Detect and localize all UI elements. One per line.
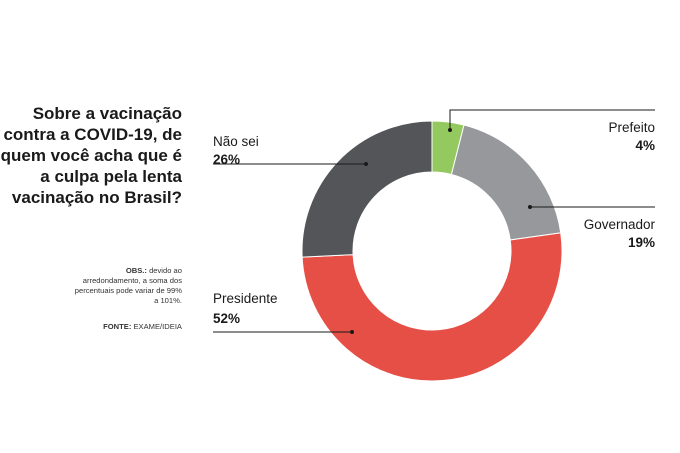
leader-line-prefeito	[449, 109, 655, 130]
slice-nao-sei	[301, 120, 433, 258]
chart-source: FONTE: EXAME/IDEIA	[32, 322, 182, 332]
chart-title: Sobre a vacinação contra a COVID-19, de …	[0, 104, 182, 207]
slice-value-presidente: 52%	[213, 311, 240, 326]
slice-label-presidente: Presidente	[213, 291, 278, 306]
source-text: EXAME/IDEIA	[131, 322, 182, 331]
slice-value-governador: 19%	[628, 235, 655, 250]
slice-value-nao-sei: 26%	[213, 152, 240, 167]
leader-dot-nao-sei	[364, 162, 368, 166]
note-label: OBS.:	[125, 266, 147, 275]
slice-value-prefeito: 4%	[635, 138, 655, 153]
leader-dot-prefeito	[448, 128, 452, 132]
chart-note: OBS.: devido ao arredondamento, a soma d…	[72, 266, 182, 306]
slice-governador	[450, 124, 562, 241]
source-label: FONTE:	[103, 322, 132, 331]
slice-presidente	[301, 232, 563, 382]
slice-label-governador: Governador	[584, 217, 656, 232]
note-text: devido ao arredondamento, a soma dos per…	[74, 266, 182, 305]
slice-label-nao-sei: Não sei	[213, 134, 259, 149]
leader-dot-governador	[528, 205, 532, 209]
text-panel: Sobre a vacinação contra a COVID-19, de …	[0, 0, 190, 453]
leader-dot-presidente	[350, 330, 354, 334]
slice-label-prefeito: Prefeito	[608, 120, 655, 135]
